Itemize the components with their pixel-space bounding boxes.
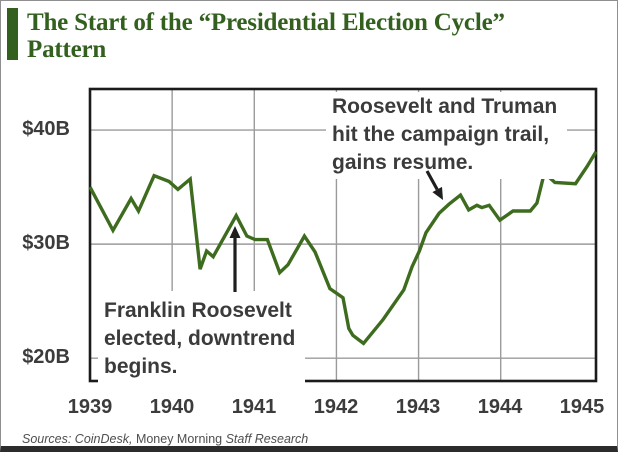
sources-part-2: Money Morning bbox=[132, 432, 226, 446]
x-axis-tick-1939: 1939 bbox=[67, 396, 113, 418]
x-axis-tick-1941: 1941 bbox=[231, 396, 277, 418]
y-axis-tick-20b: $20B bbox=[22, 346, 70, 368]
data-line bbox=[88, 150, 598, 346]
title-accent-bar bbox=[7, 8, 18, 60]
page-title: The Start of the “Presidential Election … bbox=[27, 9, 505, 63]
x-axis-tick-1943: 1943 bbox=[395, 396, 441, 418]
sources-part-1: Sources: CoinDesk, bbox=[22, 432, 133, 446]
plot-border bbox=[88, 87, 598, 383]
x-axis-tick-1942: 1942 bbox=[313, 396, 359, 418]
x-axis-tick-1940: 1940 bbox=[149, 396, 195, 418]
x-axis-tick-1945: 1945 bbox=[559, 396, 605, 418]
sources-credit: Sources: CoinDesk, Money Morning Staff R… bbox=[22, 432, 308, 446]
x-axis-tick-1944: 1944 bbox=[477, 396, 523, 418]
y-axis-tick-40b: $40B bbox=[22, 118, 70, 140]
annotation-roosevelt-truman: Roosevelt and Truman hit the campaign tr… bbox=[326, 92, 568, 179]
y-axis-tick-30b: $30B bbox=[22, 232, 70, 254]
annotation-franklin-roosevelt: Franklin Roosevelt elected, downtrend be… bbox=[98, 291, 306, 387]
sources-part-3: Staff Research bbox=[225, 432, 309, 446]
